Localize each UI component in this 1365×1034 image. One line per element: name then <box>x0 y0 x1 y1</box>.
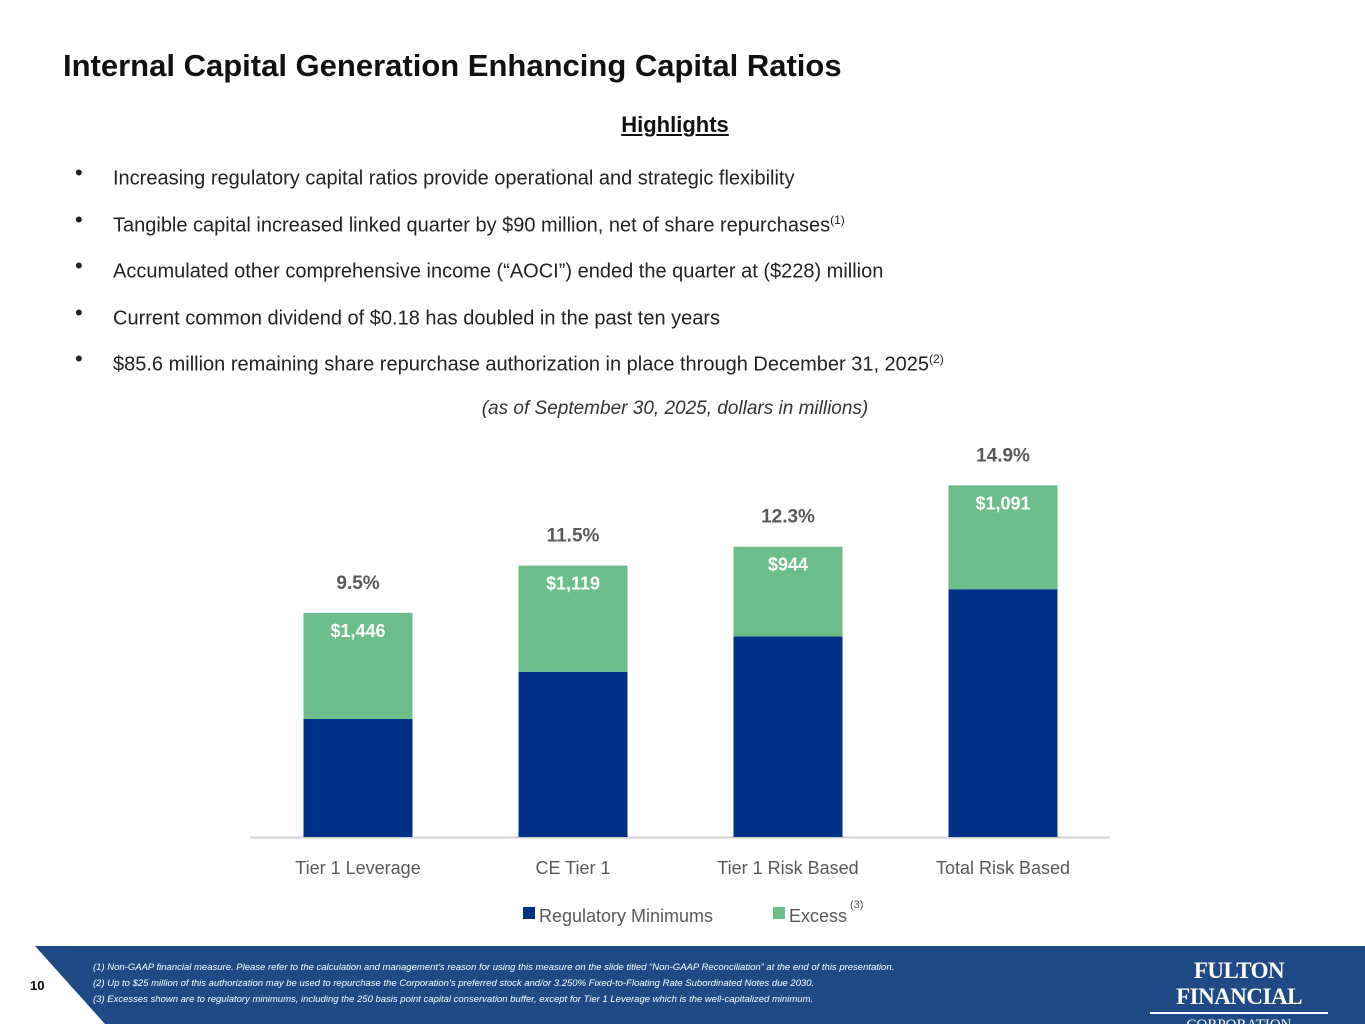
logo-line1: FULTON FINANCIAL <box>1150 958 1328 1014</box>
excess-data-label: $1,119 <box>546 574 600 594</box>
total-ratio-label: 14.9% <box>976 445 1030 466</box>
footnote-ref: (1) <box>830 212 845 227</box>
bullet-text: Accumulated other comprehensive income (… <box>113 260 884 283</box>
highlights-heading: Highlights <box>621 112 729 137</box>
page-number: 10 <box>30 978 45 993</box>
bullet: Tangible capital increased linked quarte… <box>75 203 944 250</box>
page-title: Internal Capital Generation Enhancing Ca… <box>63 48 842 83</box>
total-ratio-label: 9.5% <box>336 573 379 594</box>
bar-excess <box>303 612 413 719</box>
footnote: (1) Non-GAAP financial measure. Please r… <box>93 962 895 973</box>
excess-data-label: $1,091 <box>975 493 1030 513</box>
highlights-list: Increasing regulatory capital ratios pro… <box>75 156 944 389</box>
bar-regulatory-minimum <box>733 636 843 837</box>
legend-swatch-excess <box>773 907 785 919</box>
excess-data-label: $944 <box>768 555 808 575</box>
footnote: (3) Excesses shown are to regulatory min… <box>93 994 814 1005</box>
footnote: (2) Up to $25 million of this authorizat… <box>93 978 815 989</box>
bar-excess <box>518 565 628 672</box>
x-tick-label: CE Tier 1 <box>535 858 610 878</box>
bullet-text: $85.6 million remaining share repurchase… <box>113 353 930 376</box>
bullet: Accumulated other comprehensive income (… <box>75 249 944 296</box>
bar-excess <box>948 485 1058 590</box>
x-tick-label: Tier 1 Leverage <box>295 858 420 878</box>
capital-ratio-chart: $1,446 9.5% Tier 1 Leverage $1,119 11.5% CE T… <box>250 445 1110 926</box>
bullet-text: Tangible capital increased linked quarte… <box>113 214 831 237</box>
bar-regulatory-minimum <box>518 671 628 837</box>
logo-line2: CORPORATION <box>1186 1017 1292 1033</box>
footnote-ref: (2) <box>929 352 944 366</box>
x-tick-label: Total Risk Based <box>936 858 1070 878</box>
x-tick-label: Tier 1 Risk Based <box>717 858 858 878</box>
bar-regulatory-minimum <box>948 589 1058 837</box>
bullet-text: Current common dividend of $0.18 has dou… <box>113 307 721 330</box>
bullet: Increasing regulatory capital ratios pro… <box>75 156 944 203</box>
excess-data-label: $1,446 <box>330 621 385 641</box>
bar-regulatory-minimum <box>303 719 413 837</box>
bullet-text: Increasing regulatory capital ratios pro… <box>113 167 795 190</box>
bullet: $85.6 million remaining share repurchase… <box>75 342 944 389</box>
company-logo: FULTON FINANCIAL CORPORATION <box>1150 958 1328 1034</box>
bar-excess <box>733 546 843 637</box>
legend-label-excess: Excess <box>789 906 847 926</box>
footnotes: (1) Non-GAAP financial measure. Please r… <box>93 960 894 1008</box>
total-ratio-label: 11.5% <box>547 526 600 547</box>
legend-label-regulatory: Regulatory Minimums <box>539 906 713 926</box>
total-ratio-label: 12.3% <box>761 507 815 528</box>
legend-swatch-regulatory <box>523 907 535 919</box>
footer-background <box>35 946 1365 1024</box>
chart-subtitle: (as of September 30, 2025, dollars in mi… <box>481 398 869 419</box>
footer-band <box>35 946 1365 1024</box>
legend-footnote-ref: (3) <box>850 899 863 911</box>
bullet: Current common dividend of $0.18 has dou… <box>75 296 944 343</box>
